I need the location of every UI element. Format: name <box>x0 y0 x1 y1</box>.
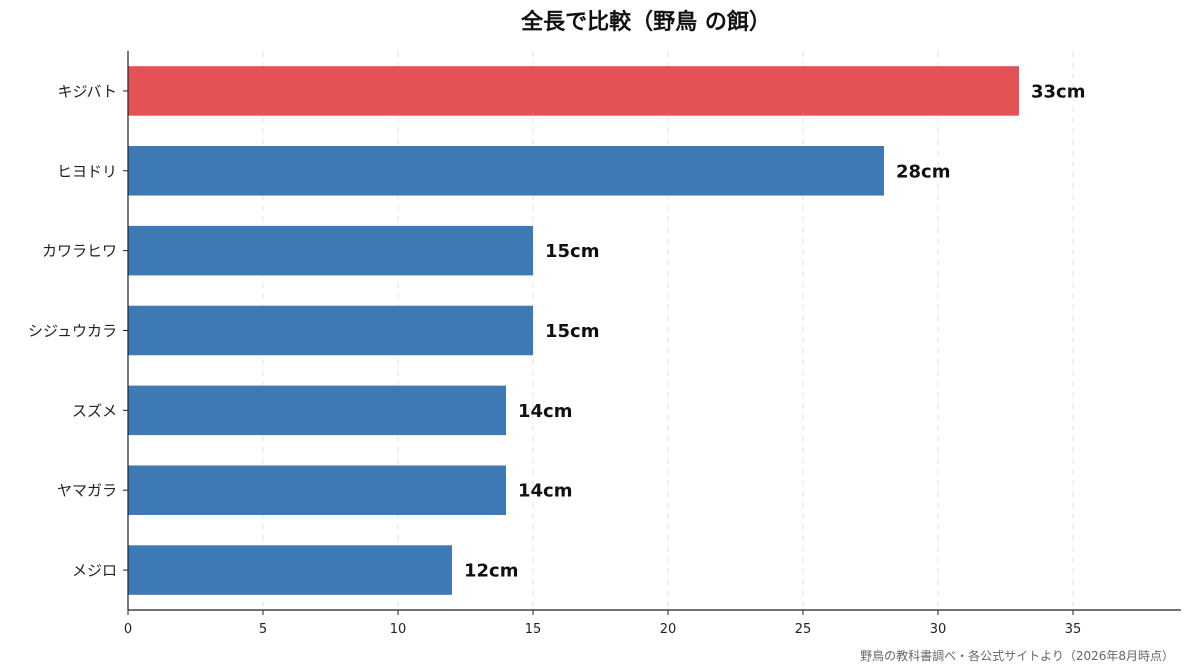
y-tick-label-5: スズメ <box>72 402 117 420</box>
bar-4 <box>128 305 533 356</box>
value-label-4: 15cm <box>545 321 599 342</box>
value-label-7: 12cm <box>464 561 518 582</box>
bar-3 <box>128 225 533 276</box>
bar-6 <box>128 465 506 515</box>
y-tick-label-7: メジロ <box>72 562 117 580</box>
bar-2 <box>128 146 884 196</box>
y-tick-label-4: シジュウカラ <box>28 322 117 340</box>
x-tick-label-20: 20 <box>660 622 677 637</box>
value-label-2: 28cm <box>896 161 950 182</box>
x-tick-label-35: 35 <box>1065 622 1082 637</box>
value-labels: 33cm 28cm 15cm 15cm 14cm 14cm 12cm <box>464 81 1085 581</box>
bar-1 <box>128 66 1019 116</box>
x-tick-label-0: 0 <box>124 622 132 637</box>
x-tick-label-10: 10 <box>390 622 407 637</box>
value-label-5: 14cm <box>518 401 572 422</box>
bars <box>128 66 1019 595</box>
value-label-3: 15cm <box>545 241 599 262</box>
y-tick-label-3: カワラヒワ <box>42 242 117 260</box>
source-note: 野鳥の教科書調べ・各公式サイトより（2026年8月時点） <box>860 648 1174 663</box>
chart-title: 全長で比較（野鳥 の餌） <box>520 9 771 35</box>
y-tick-label-1: キジバト <box>57 82 117 100</box>
y-tick-label-6: ヤマガラ <box>57 482 117 500</box>
y-tick-label-2: ヒヨドリ <box>57 162 117 180</box>
x-tick-label-30: 30 <box>930 622 947 637</box>
bar-5 <box>128 385 506 436</box>
bar-7 <box>128 545 452 595</box>
x-tick-label-5: 5 <box>259 622 267 637</box>
value-label-1: 33cm <box>1031 81 1085 102</box>
x-tick-label-15: 15 <box>525 622 542 637</box>
value-label-6: 14cm <box>518 481 572 502</box>
x-tick-label-25: 25 <box>795 622 812 637</box>
